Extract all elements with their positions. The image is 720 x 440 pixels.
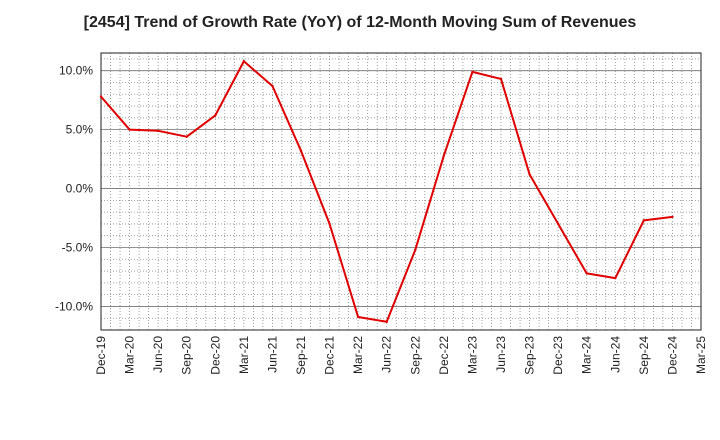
x-tick-label: Dec-20 (208, 336, 222, 375)
x-tick-label: Jun-20 (151, 336, 165, 373)
x-tick-label: Sep-21 (294, 336, 308, 375)
data-point (299, 149, 303, 153)
data-point (356, 315, 360, 319)
data-point (385, 320, 388, 323)
data-point (528, 173, 531, 176)
data-point (556, 222, 560, 226)
data-point (185, 135, 188, 138)
x-tick-label: Mar-22 (351, 336, 365, 374)
data-point (414, 248, 417, 252)
data-point (671, 215, 674, 219)
x-tick-label: Sep-20 (180, 336, 194, 375)
x-tick-label: Mar-24 (580, 336, 594, 374)
data-point (328, 222, 331, 226)
x-tick-label: Mar-21 (237, 336, 251, 374)
y-tick-label: 10.0% (59, 64, 93, 78)
data-point (271, 84, 274, 88)
x-tick-label: Sep-24 (637, 336, 651, 375)
x-tick-label: Dec-23 (551, 336, 565, 375)
data-point (642, 219, 646, 222)
x-tick-label: Mar-23 (465, 336, 479, 374)
x-tick-label: Sep-23 (523, 336, 537, 375)
x-tick-label: Dec-19 (94, 336, 108, 375)
x-tick-label: Jun-22 (380, 336, 394, 373)
x-tick-label: Sep-22 (408, 336, 422, 375)
x-tick-label: Dec-22 (437, 336, 451, 375)
x-tick-label: Mar-25 (694, 336, 708, 374)
y-tick-label: -10.0% (55, 299, 93, 313)
x-tick-label: Dec-21 (323, 336, 337, 375)
data-point (471, 70, 474, 74)
data-point (614, 276, 617, 280)
data-point (128, 128, 131, 131)
plot-frame (100, 52, 702, 331)
x-tick-label: Mar-20 (123, 336, 137, 374)
data-point (499, 77, 503, 81)
x-tick-label: Jun-24 (608, 336, 622, 373)
y-tick-label: 0.0% (66, 182, 94, 196)
x-tick-label: Dec-24 (665, 336, 679, 375)
data-point (214, 114, 217, 117)
data-point (156, 129, 160, 132)
chart-title: [2454] Trend of Growth Rate (YoY) of 12-… (83, 14, 637, 31)
data-point (242, 60, 246, 63)
y-tick-label: 5.0% (66, 123, 94, 137)
data-point (442, 154, 446, 157)
y-tick-label: -5.0% (62, 240, 94, 254)
data-point (585, 272, 588, 275)
data-point (99, 95, 103, 98)
x-tick-label: Jun-21 (265, 336, 279, 373)
x-tick-label: Jun-23 (494, 336, 508, 373)
